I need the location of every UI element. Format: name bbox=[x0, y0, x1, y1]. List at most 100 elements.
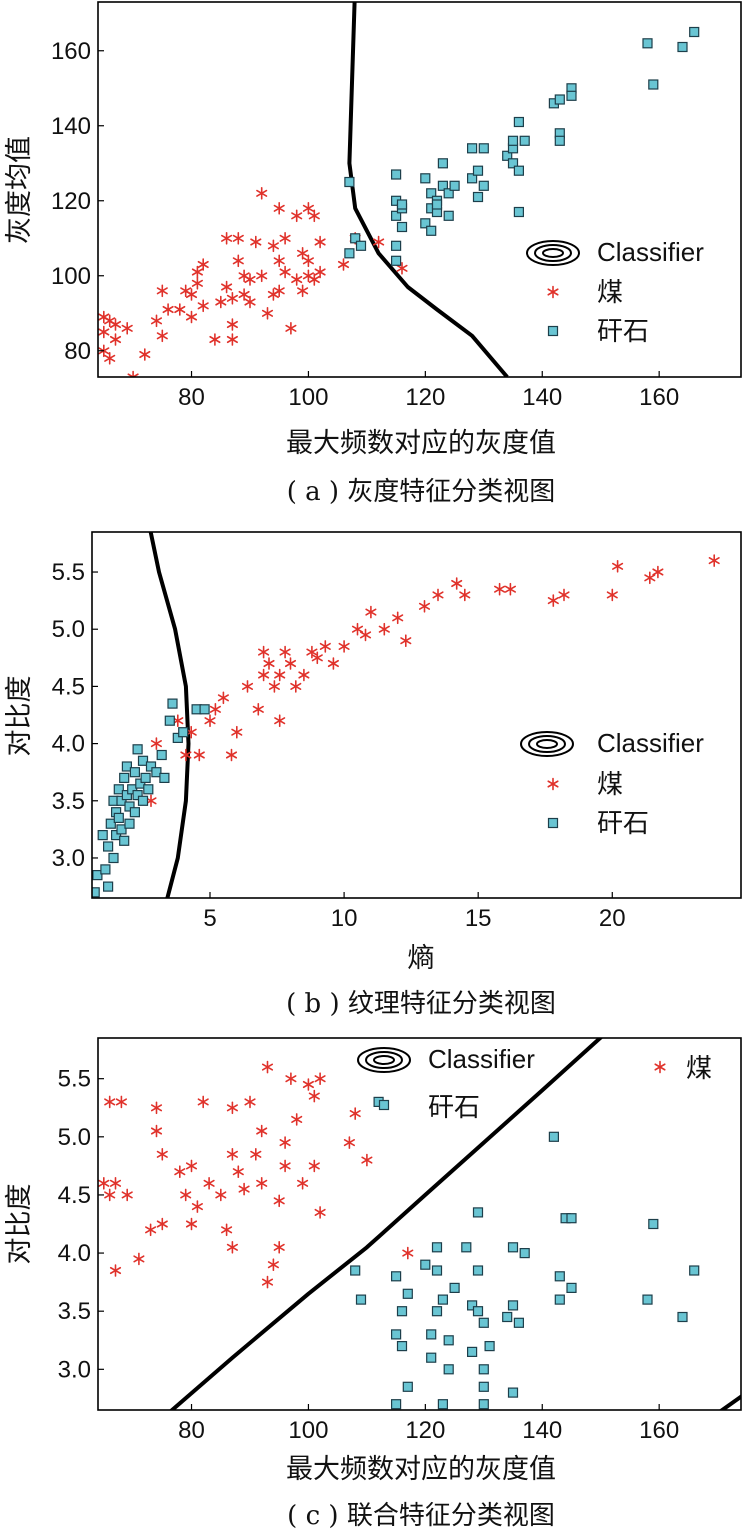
gangue-point bbox=[677, 1311, 688, 1323]
coal-point bbox=[302, 254, 314, 268]
coal-point bbox=[547, 594, 559, 607]
x-tick-label: 160 bbox=[639, 384, 679, 411]
gangue-point bbox=[426, 1329, 437, 1340]
panel-a-legend-classifier-icon bbox=[526, 240, 580, 266]
coal-point bbox=[209, 333, 221, 346]
panel-b-legend-coal-marker bbox=[547, 777, 559, 791]
coal-point bbox=[109, 1264, 122, 1277]
panel-b-caption: ( b ) 纹理特征分类视图 bbox=[286, 989, 556, 1019]
gangue-point bbox=[472, 1265, 484, 1276]
coal-point bbox=[221, 1223, 233, 1237]
panel-b-legend-coal-label: 煤 bbox=[597, 770, 623, 800]
y-tick-label: 5.5 bbox=[58, 1066, 91, 1093]
gangue-point bbox=[507, 135, 519, 146]
panel-b-plot bbox=[92, 532, 720, 898]
coal-point bbox=[104, 351, 116, 365]
gangue-point bbox=[355, 240, 367, 251]
gangue-point bbox=[127, 784, 138, 795]
gangue-point bbox=[443, 210, 454, 221]
coal-point bbox=[273, 202, 285, 215]
y-tick-label: 5.0 bbox=[52, 616, 85, 643]
coal-point bbox=[302, 269, 314, 283]
coal-point bbox=[104, 1188, 116, 1202]
gangue-point bbox=[484, 1340, 495, 1352]
coal-point bbox=[337, 258, 350, 271]
gangue-point bbox=[137, 755, 149, 766]
panel-b-ticks: 5 10 15 20 3.0 3.5 4.0 4.5 5.0 5.5 bbox=[52, 559, 626, 932]
gangue-point bbox=[443, 1364, 454, 1375]
gangue-point bbox=[431, 199, 443, 210]
coal-point bbox=[338, 640, 350, 653]
coal-point bbox=[274, 668, 286, 682]
gangue-point bbox=[396, 1340, 408, 1352]
coal-point bbox=[217, 691, 229, 705]
panel-c-legend: Classifier 煤 矸石 bbox=[357, 1044, 712, 1123]
legend-gangue-symbol bbox=[547, 817, 559, 829]
coal-point bbox=[139, 348, 151, 361]
panel-c-plot-area bbox=[98, 1038, 741, 1410]
coal-point bbox=[174, 1165, 186, 1178]
gangue-point bbox=[119, 772, 130, 784]
y-tick-label: 80 bbox=[64, 338, 91, 365]
coal-point bbox=[109, 1177, 122, 1190]
coal-point bbox=[402, 1246, 414, 1260]
gangue-point bbox=[467, 1300, 478, 1311]
panel-a-frame bbox=[97, 1, 742, 378]
coal-point bbox=[373, 235, 385, 249]
coal-point bbox=[226, 291, 238, 305]
coal-point bbox=[291, 209, 303, 223]
gangue-point bbox=[113, 784, 124, 795]
gangue-point bbox=[431, 1242, 443, 1253]
coal-point bbox=[191, 276, 203, 290]
panel-c-legend-coal-marker bbox=[654, 1060, 666, 1074]
gangue-point bbox=[478, 1364, 489, 1375]
gangue-point bbox=[396, 199, 408, 210]
gangue-point bbox=[449, 1282, 460, 1294]
x-tick-label: 100 bbox=[288, 384, 328, 411]
coal-point bbox=[451, 577, 463, 590]
panel-a-classifier-boundary bbox=[347, 2, 509, 377]
coal-point bbox=[279, 232, 291, 245]
coal-point bbox=[221, 280, 233, 294]
panel-b-plot-area bbox=[92, 532, 720, 898]
gangue-point bbox=[648, 79, 659, 90]
gangue-point bbox=[513, 165, 525, 176]
gangue-point bbox=[119, 835, 130, 846]
panel-c-y-axis-label: 对比度 bbox=[4, 1184, 35, 1265]
coal-point bbox=[273, 1194, 285, 1208]
coal-point bbox=[185, 310, 198, 324]
coal-point bbox=[250, 1148, 262, 1161]
coal-point bbox=[221, 232, 233, 245]
coal-point bbox=[162, 303, 174, 316]
coal-point bbox=[150, 1124, 163, 1138]
legend-coal-symbol bbox=[547, 777, 559, 791]
coal-point bbox=[244, 273, 256, 286]
panel-c-legend-classifier-label: Classifier bbox=[428, 1044, 535, 1074]
legend-coal-symbol bbox=[654, 1060, 666, 1074]
gangue-point bbox=[143, 784, 154, 795]
gangue-point bbox=[426, 1352, 437, 1363]
coal-point bbox=[174, 303, 186, 316]
gangue-point bbox=[350, 1265, 361, 1276]
gangue-point bbox=[137, 795, 149, 806]
coal-point bbox=[156, 284, 168, 298]
coal-point bbox=[193, 748, 205, 762]
gangue-point bbox=[140, 772, 151, 784]
legend-gangue-symbol bbox=[378, 1099, 390, 1111]
gangue-point bbox=[164, 715, 175, 726]
gangue-point bbox=[554, 1294, 565, 1305]
coal-point bbox=[297, 247, 309, 260]
gangue-point bbox=[391, 255, 402, 266]
coal-point bbox=[314, 1206, 326, 1219]
gangue-point bbox=[472, 191, 484, 203]
x-tick-label: 140 bbox=[522, 1417, 562, 1444]
gangue-point bbox=[396, 221, 408, 233]
coal-point bbox=[285, 1072, 297, 1085]
x-tick-label: 160 bbox=[639, 1417, 679, 1444]
legend-coal-symbol bbox=[547, 285, 559, 299]
coal-point bbox=[261, 1275, 274, 1289]
gangue-point bbox=[472, 165, 484, 176]
gangue-point bbox=[100, 864, 111, 875]
coal-point bbox=[98, 1177, 110, 1190]
coal-point bbox=[226, 318, 238, 331]
